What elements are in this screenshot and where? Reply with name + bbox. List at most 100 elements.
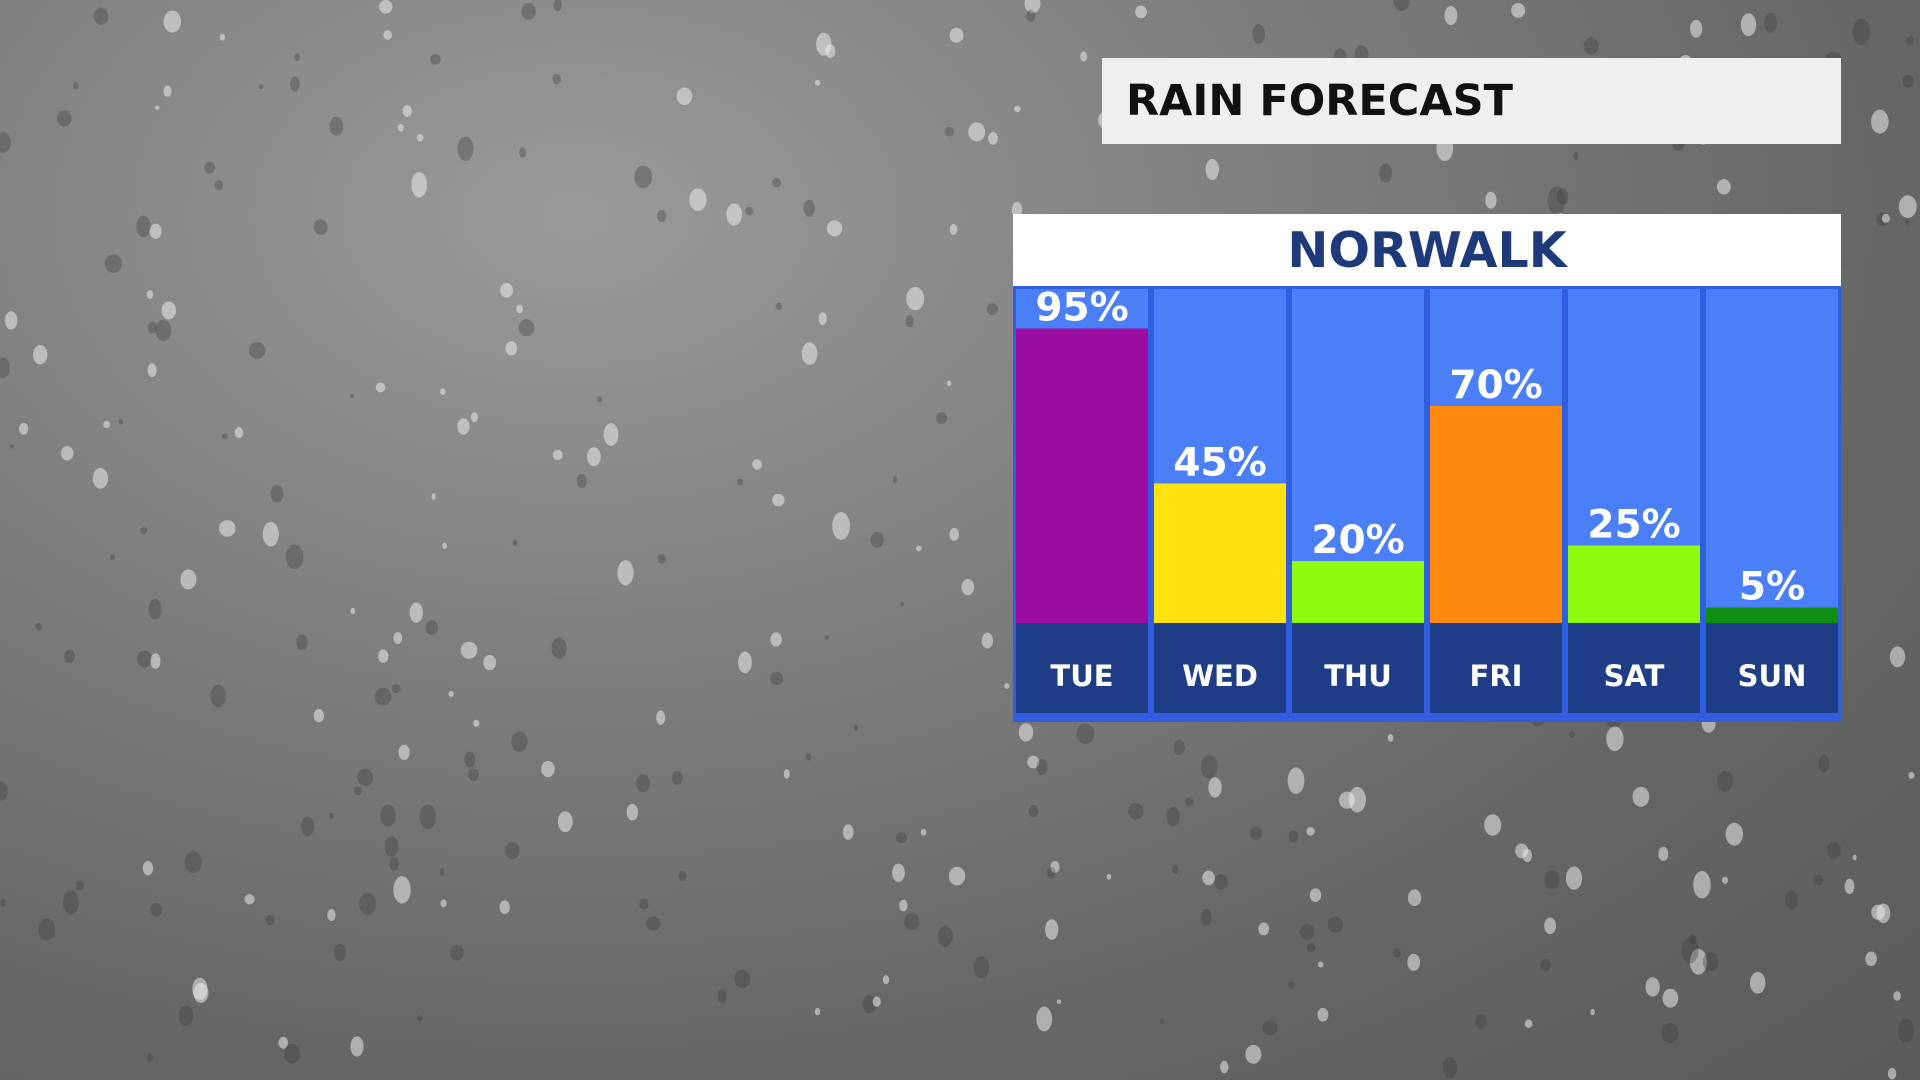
rain-droplet xyxy=(1220,1060,1229,1074)
rain-droplet xyxy=(1557,188,1569,206)
rain-droplet xyxy=(450,944,464,961)
rain-droplet xyxy=(936,412,948,425)
rain-droplet xyxy=(905,315,914,328)
rain-droplet xyxy=(163,85,172,97)
rain-droplet xyxy=(149,223,162,239)
rain-droplet xyxy=(1036,759,1048,775)
rain-droplet xyxy=(805,753,812,761)
rain-droplet xyxy=(1661,1023,1679,1044)
rain-droplet xyxy=(142,861,154,876)
rain-droplet xyxy=(1658,846,1669,862)
rain-droplet xyxy=(862,995,877,1014)
rain-droplet xyxy=(103,420,110,428)
value-label-thu: 20% xyxy=(1311,518,1404,563)
rain-droplet xyxy=(1028,805,1039,818)
rain-droplet xyxy=(770,632,782,647)
value-label-wed: 45% xyxy=(1173,441,1266,486)
rain-droplet xyxy=(380,804,396,827)
rain-droplet xyxy=(981,632,994,649)
value-label-tue: 95% xyxy=(1035,286,1128,331)
rain-droplet xyxy=(285,544,304,570)
column-background xyxy=(1706,289,1838,623)
rain-droplet xyxy=(1898,195,1917,219)
rain-droplet xyxy=(1565,866,1583,890)
day-label-fri: FRI xyxy=(1470,659,1523,693)
rain-droplet xyxy=(38,918,56,941)
rain-droplet xyxy=(1721,876,1729,884)
rain-droplet xyxy=(470,412,478,423)
chart-title: RAIN FORECAST xyxy=(1126,76,1513,126)
rain-droplet xyxy=(1590,1008,1595,1016)
value-label-sun: 5% xyxy=(1739,565,1805,610)
value-label-sat: 25% xyxy=(1587,503,1680,548)
rain-droplet xyxy=(1076,723,1095,744)
rain-droplet xyxy=(1287,767,1305,794)
rain-droplet xyxy=(150,653,161,669)
rain-droplet xyxy=(906,286,925,311)
rain-droplet xyxy=(1214,874,1228,890)
rain-droplet xyxy=(949,527,959,541)
rain-droplet xyxy=(473,719,480,727)
rain-droplet xyxy=(468,768,479,781)
rain-droplet xyxy=(234,427,244,439)
rain-droplet xyxy=(617,560,634,586)
rain-droplet xyxy=(1544,870,1560,890)
rain-droplet xyxy=(1515,843,1529,859)
rain-droplet xyxy=(892,475,898,484)
rain-droplet xyxy=(64,649,75,663)
rain-droplet xyxy=(1689,948,1707,975)
rain-droplet xyxy=(626,803,638,821)
rain-droplet xyxy=(329,116,344,136)
rain-droplet xyxy=(75,880,84,891)
rain-droplet xyxy=(398,744,410,760)
bar-thu xyxy=(1292,561,1424,623)
rain-droplet xyxy=(419,804,437,830)
rain-droplet xyxy=(1905,219,1910,225)
rain-droplet xyxy=(439,868,445,876)
rain-droplet xyxy=(1785,890,1798,910)
rain-droplet xyxy=(221,433,228,440)
rain-droplet xyxy=(1764,12,1777,33)
rain-droplet xyxy=(772,493,785,507)
rain-droplet xyxy=(1348,786,1366,813)
rain-droplet xyxy=(882,975,890,985)
rain-droplet xyxy=(1173,739,1185,756)
rain-droplet xyxy=(1871,109,1889,134)
rain-droplet xyxy=(944,126,954,137)
rain-droplet xyxy=(1573,151,1579,161)
rain-droplet xyxy=(814,79,821,86)
rain-droplet xyxy=(278,1036,289,1049)
rain-droplet xyxy=(1287,981,1296,989)
rain-droplet xyxy=(853,724,859,731)
rain-droplet xyxy=(1681,937,1699,964)
day-band xyxy=(1568,623,1700,713)
bar-tue xyxy=(1016,328,1148,623)
rain-droplet xyxy=(1245,1044,1262,1064)
location-name: NORWALK xyxy=(1287,221,1567,279)
rain-droplet xyxy=(1200,908,1212,926)
rain-droplet xyxy=(657,209,667,223)
rain-droplet xyxy=(483,654,497,671)
rain-droplet xyxy=(1702,952,1719,972)
rain-droplet xyxy=(440,388,446,396)
rain-droplet xyxy=(0,357,10,379)
rain-droplet xyxy=(1205,158,1220,180)
rain-droplet xyxy=(551,637,567,659)
rain-droplet xyxy=(333,944,347,962)
rain-droplet xyxy=(1299,923,1315,940)
day-label-sun: SUN xyxy=(1738,659,1807,693)
rain-droplet xyxy=(656,710,666,725)
rain-droplet xyxy=(1262,1020,1278,1036)
rain-droplet xyxy=(1387,734,1394,742)
rain-droplet xyxy=(676,87,693,106)
rain-droplet xyxy=(587,447,601,467)
rain-droplet xyxy=(1159,1019,1164,1024)
rain-droplet xyxy=(1004,683,1010,689)
day-label-thu: THU xyxy=(1324,659,1392,693)
rain-droplet xyxy=(816,32,832,56)
rain-droplet xyxy=(770,671,784,686)
rain-droplet xyxy=(0,781,9,801)
rain-droplet xyxy=(1547,186,1566,215)
chart-frame xyxy=(1013,286,1841,722)
rain-droplet xyxy=(842,824,854,840)
